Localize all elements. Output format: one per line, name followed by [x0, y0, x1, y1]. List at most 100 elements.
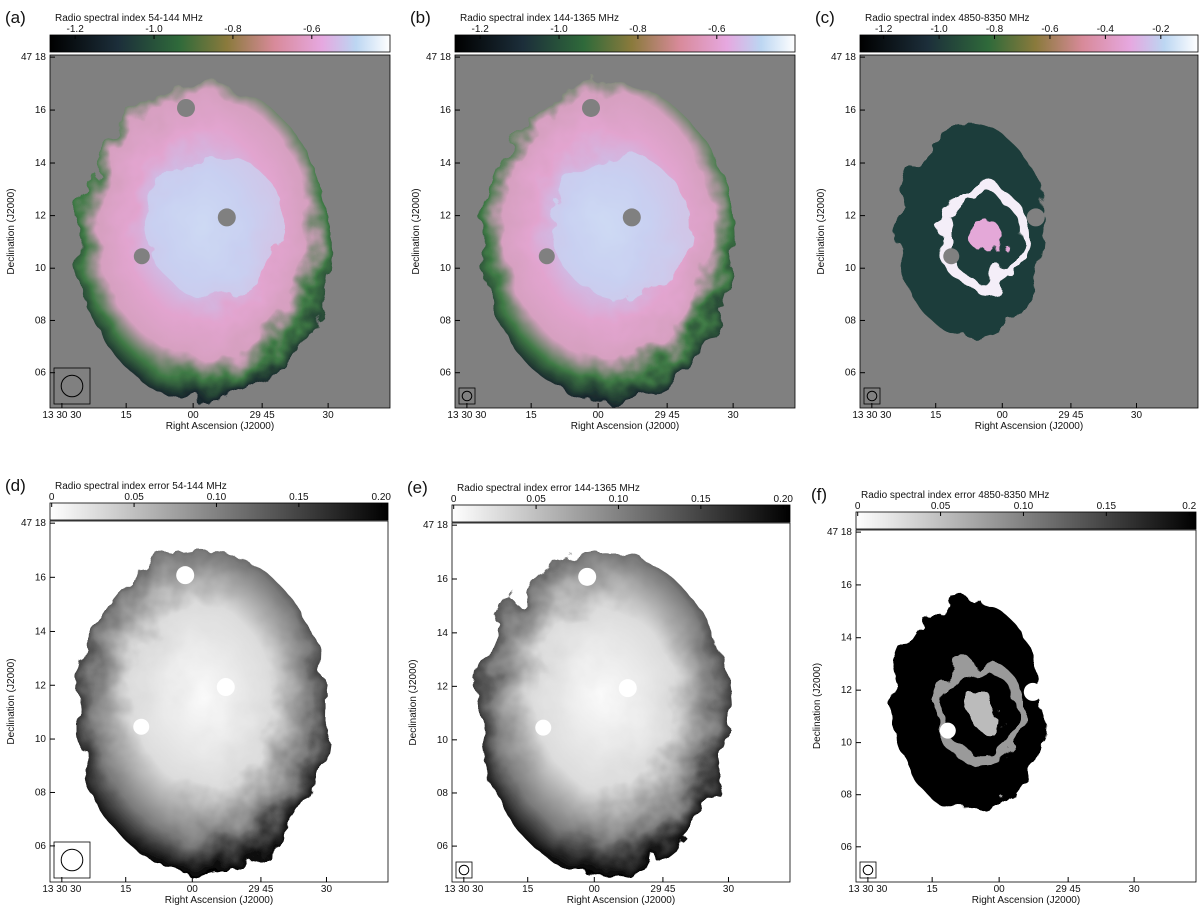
masked-source	[176, 566, 195, 585]
colorbar-tick-label: 0.10	[1014, 501, 1034, 512]
x-tick-label: 13 30 30	[447, 410, 486, 421]
x-tick-label: 00	[593, 410, 605, 421]
galaxy-emission	[479, 551, 730, 875]
colorbar	[451, 504, 791, 523]
colorbar-tick-label: -0.4	[1097, 24, 1115, 35]
colorbar-tick-label: 0.05	[931, 501, 951, 512]
galaxy-arm	[936, 184, 1029, 290]
y-tick-label: 12	[845, 211, 857, 222]
image-frame	[859, 54, 1199, 409]
panel-label: (f)	[811, 485, 827, 504]
y-tick-label: 47 18	[21, 52, 46, 63]
x-tick-label: 29 45	[248, 884, 273, 895]
y-axis-title: Declination (J2000)	[812, 663, 823, 749]
x-axis-title: Right Ascension (J2000)	[571, 421, 679, 432]
masked-source	[708, 551, 723, 566]
colorbar-title: Radio spectral index 4850-8350 MHz	[865, 13, 1030, 24]
image-frame	[49, 520, 389, 883]
beam	[60, 374, 84, 398]
y-tick-label: 14	[845, 158, 857, 169]
colorbar	[859, 34, 1199, 53]
colorbar-tick-label: 0.15	[691, 494, 711, 505]
masked-source	[306, 550, 321, 565]
colorbar-tick-label: 0.15	[1097, 501, 1117, 512]
x-tick-label: 13 30 30	[42, 410, 81, 421]
x-tick-label: 15	[121, 410, 133, 421]
x-tick-label: 30	[1131, 410, 1143, 421]
y-tick-label: 12	[440, 211, 452, 222]
y-tick-label: 08	[35, 315, 47, 326]
x-tick-label: 15	[930, 410, 942, 421]
galaxy-emission	[77, 549, 328, 875]
y-tick-label: 14	[35, 158, 47, 169]
x-tick-label: 30	[323, 410, 335, 421]
y-tick-label: 10	[437, 735, 449, 746]
colorbar-tick-label: 0.10	[207, 492, 227, 503]
y-tick-label: 47 18	[426, 52, 451, 63]
x-tick-label: 00	[997, 410, 1009, 421]
y-tick-label: 10	[35, 263, 47, 274]
panel-label: (d)	[5, 476, 26, 495]
colorbar-tick-label: 0.20	[372, 492, 392, 503]
x-tick-label: 29 45	[1058, 410, 1083, 421]
x-tick-label: 29 45	[250, 410, 275, 421]
masked-source	[582, 98, 600, 117]
galaxy-map	[482, 83, 734, 401]
masked-source	[986, 98, 1005, 117]
colorbar-tick-label: 0.10	[609, 494, 629, 505]
y-tick-label: 14	[440, 158, 452, 169]
masked-source	[939, 722, 956, 739]
y-tick-label: 12	[35, 680, 47, 691]
colorbar-tick-label: -0.6	[708, 24, 726, 35]
colorbar	[855, 511, 1197, 530]
y-tick-label: 12	[437, 681, 449, 692]
masked-source	[943, 248, 960, 265]
colorbar-tick-label: 0.20	[774, 494, 794, 505]
galaxy-map	[897, 125, 1046, 338]
masked-source	[217, 208, 236, 227]
image-frame	[454, 54, 796, 409]
y-axis-title: Declination (J2000)	[816, 188, 827, 274]
colorbar-tick-label: -0.6	[1041, 24, 1059, 35]
y-tick-label: 14	[841, 633, 853, 644]
beam-box	[53, 841, 91, 879]
x-tick-label: 30	[1129, 884, 1141, 895]
beam	[60, 848, 84, 872]
y-tick-label: 47 18	[831, 52, 856, 63]
x-tick-label: 29 45	[655, 410, 680, 421]
masked-source	[713, 83, 728, 98]
masked-source	[216, 678, 235, 697]
colorbar-tick-label: -0.2	[1152, 24, 1170, 35]
galaxy-map	[77, 549, 328, 875]
y-tick-label: 08	[35, 787, 47, 798]
x-tick-label: 30	[723, 884, 735, 895]
colorbar-tick-label: 0.15	[289, 492, 309, 503]
masked-source	[1114, 558, 1129, 573]
beam	[866, 390, 878, 402]
x-tick-label: 29 45	[650, 884, 675, 895]
masked-source	[622, 208, 641, 227]
image-frame	[49, 54, 391, 409]
masked-source	[618, 679, 637, 698]
y-tick-label: 08	[845, 315, 857, 326]
x-tick-label: 15	[120, 884, 132, 895]
x-axis-title: Right Ascension (J2000)	[567, 895, 675, 906]
colorbar-tick-label: -1.2	[875, 24, 893, 35]
x-tick-label: 15	[526, 410, 538, 421]
panel-label: (e)	[407, 478, 428, 497]
x-tick-label: 00	[589, 884, 601, 895]
colorbar-tick-label: -1.2	[472, 24, 490, 35]
colorbar	[454, 34, 796, 53]
y-tick-label: 06	[841, 842, 853, 853]
galaxy-core	[968, 693, 999, 730]
masked-source	[133, 718, 150, 735]
panel-label: (b)	[410, 8, 431, 27]
y-tick-label: 08	[437, 788, 449, 799]
colorbar-tick-label: -1.2	[67, 24, 85, 35]
colorbar-tick-label: 0	[451, 494, 457, 505]
panel-label: (a)	[5, 8, 26, 27]
beam	[458, 864, 470, 876]
x-tick-label: 30	[321, 884, 333, 895]
beam-box	[53, 367, 91, 405]
galaxy-inner	[146, 154, 285, 298]
